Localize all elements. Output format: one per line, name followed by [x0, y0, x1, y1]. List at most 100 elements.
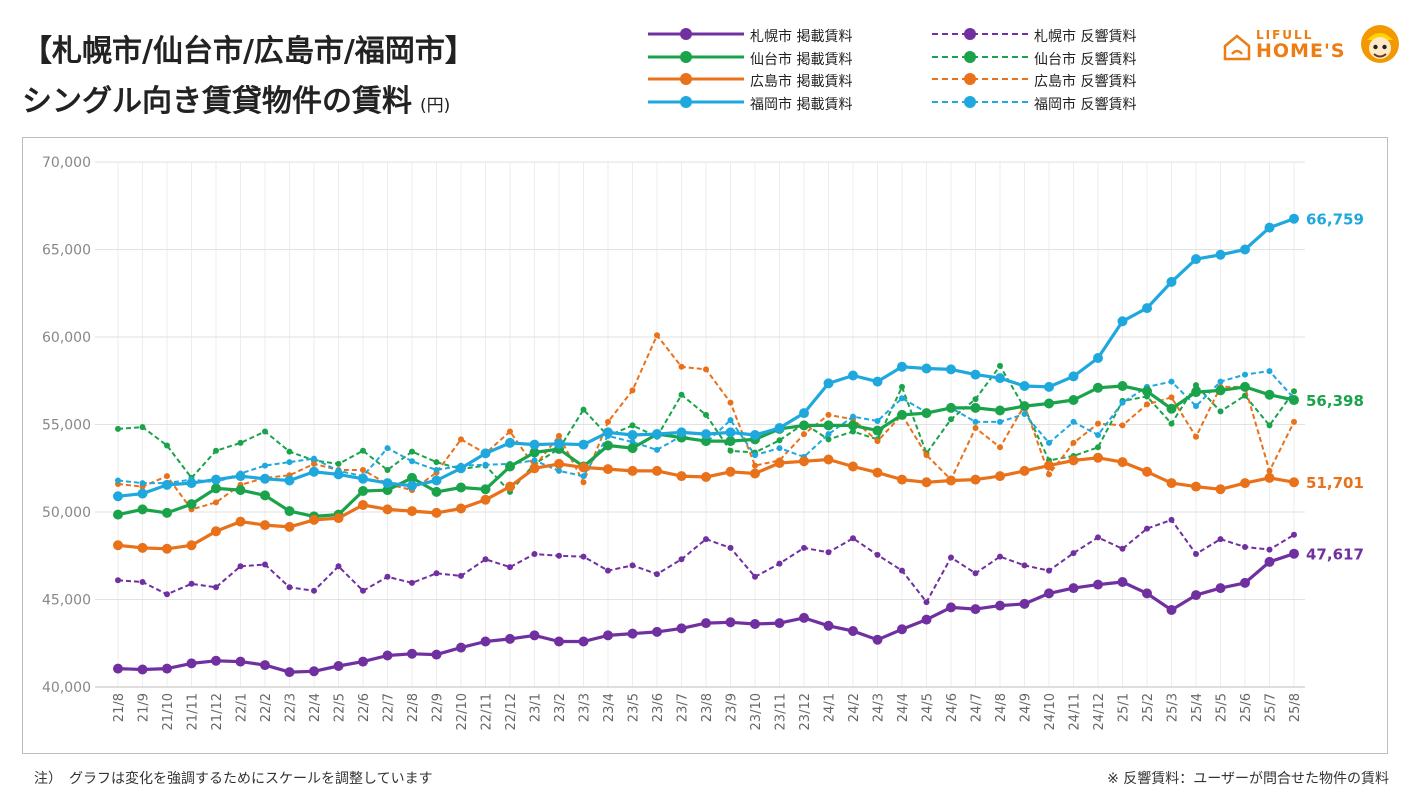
legend-column-listed: 札幌市 掲載賃料 仙台市 掲載賃料 広島市 掲載賃料 福岡市 掲載賃料: [648, 24, 908, 114]
legend-label: 札幌市 反響賃料: [1034, 29, 1137, 45]
mascot-icon: [1361, 25, 1399, 63]
x-tick-label: 25/6: [1239, 693, 1254, 722]
x-tick-label: 23/11: [774, 693, 789, 730]
x-tick-label: 24/1: [823, 693, 838, 722]
data-point: [409, 579, 415, 586]
data-point: [799, 408, 809, 419]
x-tick-label: 22/4: [308, 693, 323, 722]
data-point: [260, 490, 270, 501]
data-point: [260, 473, 270, 484]
data-point: [580, 479, 587, 486]
x-tick-label: 22/6: [357, 693, 372, 722]
data-point: [113, 540, 123, 551]
data-point: [554, 636, 564, 647]
data-point: [1291, 388, 1297, 395]
data-point: [529, 439, 540, 450]
end-value-label: 66,759: [1306, 211, 1364, 229]
legend-swatch-fukuoka-listed: [648, 95, 744, 108]
data-point: [629, 422, 636, 429]
data-point: [1215, 583, 1226, 594]
data-point: [1217, 408, 1224, 415]
data-point: [1240, 478, 1250, 489]
data-point: [456, 642, 466, 653]
legend-label: 福岡市 掲載賃料: [750, 96, 853, 113]
data-point: [480, 448, 491, 459]
data-point: [1193, 403, 1199, 410]
x-tick-label: 21/11: [186, 693, 201, 730]
data-point: [1291, 531, 1297, 538]
data-point: [431, 649, 442, 660]
x-tick-label: 25/4: [1190, 693, 1205, 722]
x-tick-label: 23/3: [578, 693, 593, 722]
data-point: [580, 473, 587, 480]
data-point: [382, 478, 393, 489]
data-point: [1240, 244, 1250, 255]
end-value-label: 47,617: [1306, 546, 1364, 564]
data-point: [1217, 378, 1224, 385]
x-tick-label: 25/3: [1166, 693, 1181, 722]
data-point: [1166, 478, 1177, 489]
data-point: [407, 472, 417, 483]
data-point: [211, 474, 221, 485]
legend-item: 福岡市 掲載賃料: [648, 92, 908, 115]
data-point: [384, 573, 391, 580]
x-tick-label: 24/11: [1068, 693, 1083, 730]
data-point: [997, 444, 1003, 451]
data-point: [309, 666, 319, 677]
data-point: [970, 369, 981, 380]
data-point: [456, 503, 466, 514]
data-point: [970, 474, 981, 485]
x-tick-label: 22/12: [504, 693, 519, 730]
data-point: [701, 472, 711, 482]
data-point: [654, 332, 660, 339]
data-point: [1168, 516, 1175, 523]
data-point: [284, 506, 295, 517]
data-point: [752, 573, 758, 580]
x-tick-label: 22/9: [431, 693, 446, 722]
chart-title-line1: 【札幌市/仙台市/広島市/福岡市】: [22, 34, 475, 69]
data-point: [654, 571, 660, 578]
data-point: [235, 516, 246, 527]
data-point: [654, 446, 660, 453]
data-point: [554, 458, 564, 469]
data-point: [358, 656, 368, 667]
data-point: [1068, 395, 1079, 405]
data-point: [431, 486, 442, 497]
data-point: [850, 535, 856, 542]
data-point: [431, 507, 442, 518]
data-point: [603, 464, 613, 475]
data-point: [1068, 455, 1079, 466]
x-tick-label: 25/2: [1141, 693, 1156, 722]
data-point: [603, 630, 613, 641]
data-point: [505, 481, 515, 492]
data-point: [531, 457, 538, 464]
data-point: [115, 425, 121, 432]
data-point: [1264, 222, 1275, 233]
x-tick-label: 21/8: [112, 693, 127, 722]
data-point: [652, 465, 662, 476]
data-point: [1289, 477, 1299, 488]
data-point: [1144, 401, 1150, 408]
data-point: [972, 396, 979, 403]
data-point: [554, 438, 564, 449]
x-tick-label: 24/10: [1043, 693, 1058, 730]
data-point: [407, 506, 417, 517]
y-tick-label: 70,000: [42, 155, 91, 171]
data-point: [897, 409, 907, 420]
data-point: [1117, 577, 1128, 587]
data-point: [948, 554, 954, 561]
x-tick-label: 23/1: [529, 693, 544, 722]
data-point: [899, 567, 905, 574]
data-point: [872, 376, 883, 387]
data-point: [1117, 457, 1128, 468]
x-tick-label: 22/11: [480, 693, 495, 730]
data-point: [1193, 433, 1199, 440]
data-point: [1093, 353, 1103, 363]
data-point: [825, 436, 832, 443]
data-point: [1119, 545, 1126, 552]
data-point: [137, 488, 148, 499]
x-tick-label: 24/5: [921, 693, 936, 722]
data-point: [213, 584, 219, 591]
data-point: [1093, 452, 1103, 463]
data-point: [970, 402, 981, 413]
